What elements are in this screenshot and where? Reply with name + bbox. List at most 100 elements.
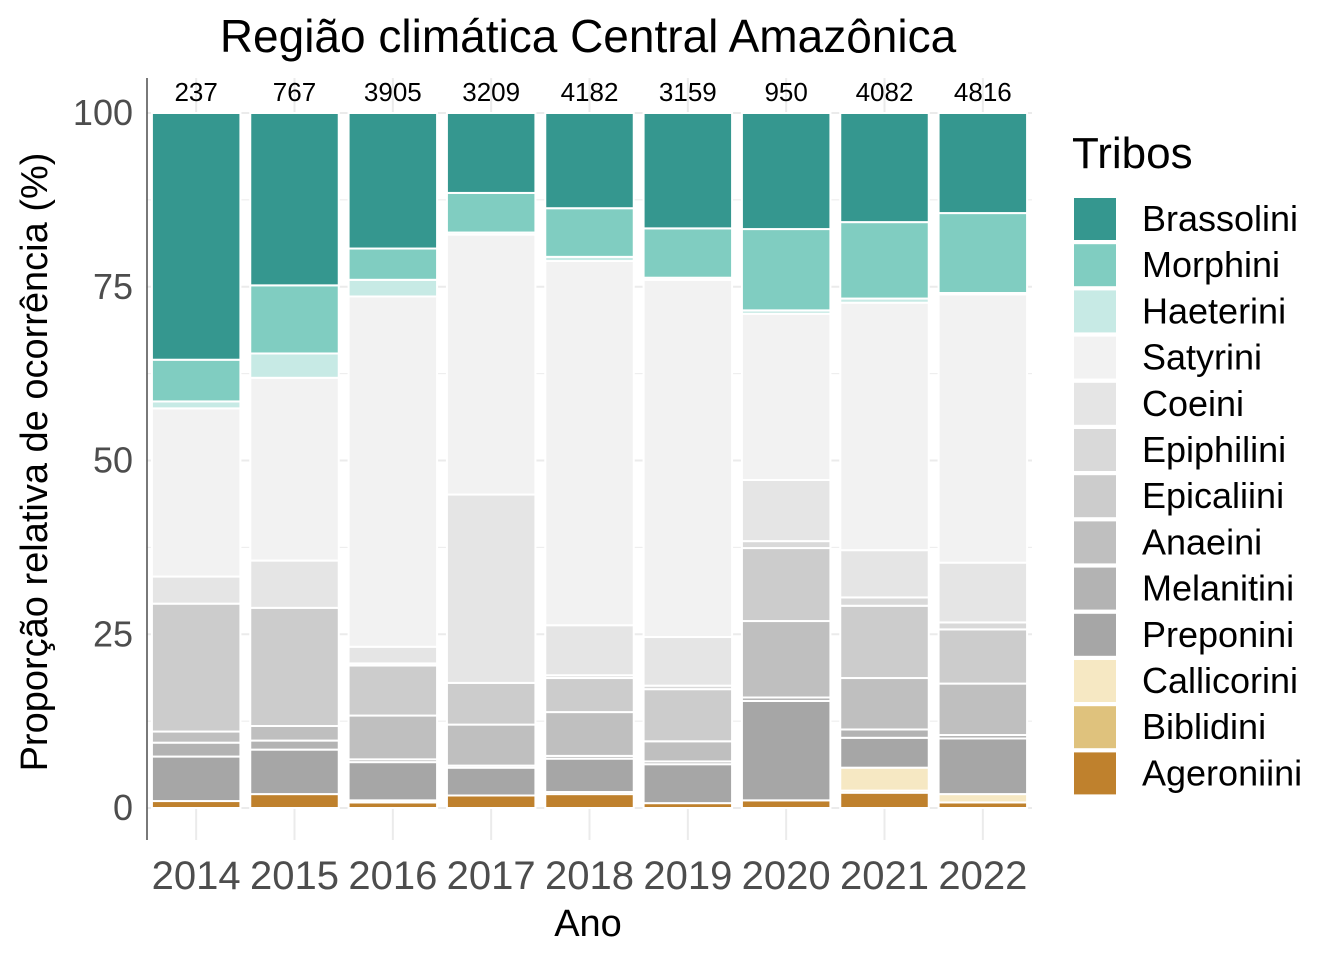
- bar-segment-morphini-2018: [544, 207, 635, 258]
- bar-segment-preponini-2016: [347, 761, 439, 802]
- bar-segment-morphini-2015: [249, 284, 340, 355]
- bar-segment-morphini-2021: [839, 221, 930, 300]
- y-tick-label: 50: [93, 440, 133, 481]
- bar-segment-melanitini-2014: [150, 741, 242, 758]
- bar-segment-callicorini-2022: [937, 793, 1029, 804]
- bar-segment-ageroniini-2017: [445, 794, 537, 809]
- bar-segment-anaeini-2022: [937, 682, 1029, 737]
- bar-segment-satyrini-2019: [642, 278, 734, 639]
- bar-segment-preponini-2014: [150, 755, 242, 803]
- x-axis-title: Ano: [554, 903, 622, 945]
- legend-label: Preponini: [1142, 614, 1294, 655]
- bar-segment-anaeini-2018: [544, 711, 635, 757]
- bars: [150, 112, 1029, 810]
- x-tick-label: 2015: [250, 854, 339, 898]
- y-tick-label: 75: [93, 266, 133, 307]
- count-label: 4082: [856, 77, 914, 107]
- x-tick-label: 2022: [938, 854, 1027, 898]
- bar-segment-brassolini-2015: [249, 112, 340, 287]
- bar-segment-satyrini-2017: [445, 233, 537, 496]
- legend-label: Coeini: [1142, 383, 1244, 424]
- legend-key: [1074, 752, 1116, 795]
- bar-segment-coeini-2019: [642, 636, 734, 687]
- count-label: 950: [764, 77, 807, 107]
- legend-label: Satyrini: [1142, 337, 1262, 378]
- legend-key: [1074, 567, 1116, 610]
- bar-stack-2018: [544, 112, 635, 809]
- legend-item-haeterini: Haeterini: [1074, 290, 1286, 333]
- y-tick-label: 0: [113, 787, 133, 828]
- count-label: 237: [174, 77, 217, 107]
- bar-segment-satyrini-2020: [740, 312, 832, 481]
- bar-segment-coeini-2015: [249, 559, 340, 609]
- bar-segment-epiphilini-2021: [839, 596, 930, 607]
- bar-segment-epicaliini-2014: [150, 602, 242, 733]
- bar-segment-brassolini-2020: [740, 112, 832, 231]
- bar-segment-brassolini-2014: [150, 112, 242, 361]
- bar-segment-ageroniini-2020: [740, 799, 832, 809]
- legend-item-melanitini: Melanitini: [1074, 567, 1294, 610]
- bar-segment-morphini-2016: [347, 247, 439, 281]
- legend-key: [1074, 290, 1116, 333]
- bar-segment-epiphilini-2022: [937, 621, 1029, 631]
- bar-count-labels: 237 767 3905 3209 4182 3159 950 4082 4816: [174, 77, 1011, 107]
- bar-segment-brassolini-2018: [544, 112, 635, 210]
- legend-key: [1074, 660, 1116, 702]
- bar-segment-satyrini-2016: [347, 295, 439, 648]
- bar-segment-haeterini-2015: [249, 352, 340, 379]
- bar-stack-2022: [937, 112, 1029, 810]
- bar-stack-2014: [150, 112, 242, 809]
- bar-segment-preponini-2022: [937, 737, 1029, 796]
- bar-segment-preponini-2019: [642, 763, 734, 805]
- y-tick-label: 100: [73, 92, 133, 133]
- bar-segment-epicaliini-2018: [544, 677, 635, 714]
- x-tick-label: 2017: [447, 854, 536, 898]
- bar-segment-coeini-2016: [347, 645, 439, 665]
- bar-segment-ageroniini-2021: [839, 791, 930, 810]
- bar-segment-brassolini-2021: [839, 112, 930, 224]
- legend-key: [1074, 198, 1116, 240]
- bar-segment-brassolini-2022: [937, 112, 1029, 215]
- bar-segment-epicaliini-2016: [347, 664, 439, 717]
- x-tick-label: 2020: [742, 854, 831, 898]
- x-tick-label: 2018: [545, 854, 634, 898]
- bar-segment-brassolini-2016: [347, 112, 439, 250]
- bar-segment-coeini-2014: [150, 575, 242, 605]
- x-tick-label: 2019: [643, 854, 732, 898]
- legend-label: Epicaliini: [1142, 475, 1284, 516]
- bar-segment-satyrini-2021: [839, 301, 930, 552]
- bar-segment-epicaliini-2015: [249, 606, 340, 727]
- legend-label: Epiphilini: [1142, 429, 1286, 470]
- bar-segment-anaeini-2015: [249, 724, 340, 742]
- legend-item-morphini: Morphini: [1074, 244, 1280, 287]
- bar-segment-epicaliini-2019: [642, 688, 734, 743]
- bar-segment-ageroniini-2015: [249, 793, 340, 809]
- legend-item-satyrini: Satyrini: [1074, 336, 1262, 379]
- bar-segment-haeterini-2014: [150, 400, 242, 410]
- bar-segment-brassolini-2017: [445, 112, 537, 194]
- bar-segment-preponini-2021: [839, 736, 930, 769]
- count-label: 4182: [561, 77, 619, 107]
- bar-segment-epiphilini-2020: [740, 540, 832, 550]
- legend-key: [1074, 521, 1116, 564]
- bar-segment-preponini-2018: [544, 757, 635, 794]
- bar-stack-2017: [445, 112, 537, 809]
- legend-key: [1074, 613, 1116, 656]
- legend-label: Biblidini: [1142, 706, 1266, 747]
- bar-segment-satyrini-2022: [937, 293, 1029, 564]
- legend-key: [1074, 336, 1116, 379]
- count-label: 4816: [954, 77, 1012, 107]
- bar-segment-ageroniini-2018: [544, 793, 635, 809]
- bar-segment-satyrini-2014: [150, 407, 242, 578]
- bar-segment-anaeini-2021: [839, 677, 930, 731]
- bar-segment-haeterini-2016: [347, 278, 439, 298]
- legend-item-callicorini: Callicorini: [1074, 660, 1298, 702]
- bar-segment-coeini-2022: [937, 561, 1029, 624]
- bar-segment-melanitini-2015: [249, 739, 340, 751]
- bar-segment-preponini-2015: [249, 748, 340, 796]
- bar-segment-anaeini-2019: [642, 740, 734, 763]
- bar-stack-2019: [642, 112, 734, 810]
- bar-segment-coeini-2021: [839, 549, 930, 599]
- bar-segment-anaeini-2016: [347, 714, 439, 761]
- bar-segment-morphini-2019: [642, 227, 734, 279]
